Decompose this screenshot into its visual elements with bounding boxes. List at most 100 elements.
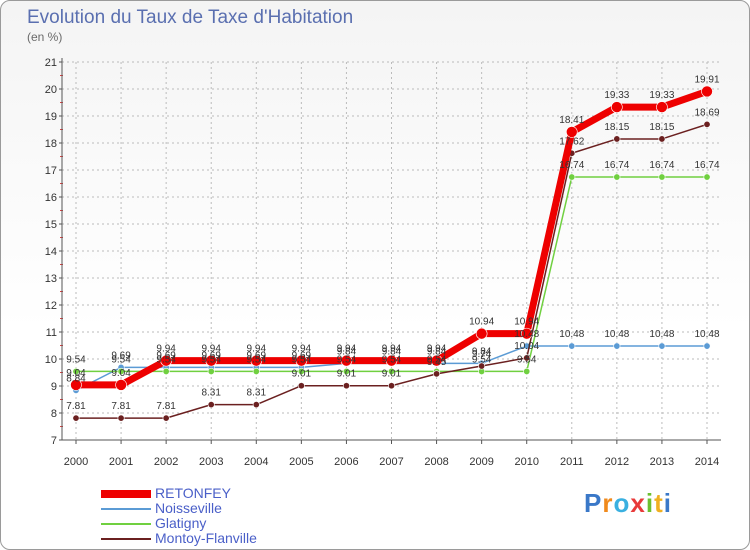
y-tick-label: 7 xyxy=(51,435,57,447)
data-point-glatigny xyxy=(252,367,260,375)
data-point-glatigny xyxy=(568,173,576,181)
data-label-glatigny: 16.74 xyxy=(694,160,719,171)
y-tick-label: 16 xyxy=(45,192,57,204)
x-tick-label: 2012 xyxy=(605,456,629,468)
data-label-glatigny: 9.54 xyxy=(337,354,357,365)
legend-swatch-retonfey xyxy=(101,490,151,498)
data-label-glatigny: 9.54 xyxy=(111,354,131,365)
data-point-glatigny xyxy=(297,367,305,375)
data-label-noisseville: 9.84 xyxy=(382,346,402,357)
y-tick-label: 13 xyxy=(45,273,57,285)
legend-label-montoy-flanville: Montoy-Flanville xyxy=(155,530,257,546)
data-label-montoy-flanville: 9.45 xyxy=(427,357,447,368)
data-point-retonfey xyxy=(565,126,578,138)
data-point-glatigny xyxy=(387,367,395,375)
data-point-montoy-flanville xyxy=(252,401,260,409)
data-point-retonfey xyxy=(160,354,172,367)
chart-title: Evolution du Taux de Taxe d'Habitation xyxy=(27,7,354,28)
data-point-retonfey xyxy=(340,354,353,367)
y-tick-label: 20 xyxy=(45,84,57,96)
data-label-retonfey: 9.94 xyxy=(337,344,357,355)
data-point-retonfey xyxy=(701,85,713,98)
data-point-glatigny xyxy=(207,367,215,375)
y-tick-label: 21 xyxy=(45,57,57,69)
data-label-retonfey: 9.94 xyxy=(201,344,221,355)
data-point-montoy-flanville xyxy=(297,382,305,390)
data-point-montoy-flanville xyxy=(117,414,125,422)
data-point-noisseville xyxy=(658,342,666,350)
data-label-glatigny: 9.54 xyxy=(382,354,402,365)
y-tick-label: 17 xyxy=(45,165,57,177)
data-point-retonfey xyxy=(250,354,263,367)
x-tick-label: 2001 xyxy=(109,456,133,468)
y-tick-label: 12 xyxy=(45,300,57,312)
data-label-noisseville: 8.84 xyxy=(66,373,86,384)
data-label-retonfey: 9.94 xyxy=(427,344,447,355)
data-point-glatigny xyxy=(613,173,621,181)
data-label-retonfey: 9.94 xyxy=(292,344,312,355)
data-point-retonfey xyxy=(520,327,533,340)
data-label-montoy-flanville: 18.69 xyxy=(694,107,719,118)
data-label-retonfey: 18.41 xyxy=(559,115,584,126)
legend-item-noisseville: Noisseville xyxy=(101,500,301,516)
data-point-retonfey xyxy=(70,379,82,391)
data-label-noisseville: 10.48 xyxy=(604,329,629,340)
x-tick-label: 2007 xyxy=(379,456,403,468)
data-label-glatigny: 16.74 xyxy=(649,160,674,171)
data-label-retonfey: 9.04 xyxy=(111,368,131,379)
data-point-glatigny xyxy=(72,367,80,375)
data-label-retonfey: 9.94 xyxy=(382,344,402,355)
legend-item-retonfey: RETONFEY xyxy=(101,485,301,501)
y-tick-label: 14 xyxy=(45,246,57,258)
chart-legend: RETONFEY Noisseville Glatigny Montoy-Fla… xyxy=(101,485,301,546)
x-tick-label: 2002 xyxy=(154,456,178,468)
data-label-noisseville: 9.69 xyxy=(247,350,267,361)
data-label-retonfey: 19.91 xyxy=(694,74,719,85)
data-point-glatigny xyxy=(117,367,125,375)
data-point-montoy-flanville xyxy=(658,135,666,143)
x-tick-label: 2005 xyxy=(289,456,313,468)
data-point-retonfey xyxy=(611,101,623,113)
data-label-glatigny: 16.74 xyxy=(559,160,584,171)
data-point-retonfey xyxy=(115,379,127,391)
data-label-noisseville: 9.84 xyxy=(337,346,357,357)
data-label-glatigny: 9.54 xyxy=(66,354,86,365)
data-point-montoy-flanville xyxy=(342,382,350,390)
data-label-noisseville: 9.69 xyxy=(111,350,131,361)
data-label-montoy-flanville: 9.01 xyxy=(337,369,357,380)
legend-label-noisseville: Noisseville xyxy=(155,500,222,516)
data-label-montoy-flanville: 7.81 xyxy=(66,401,86,412)
data-point-noisseville xyxy=(703,342,711,350)
data-point-glatigny xyxy=(523,367,531,375)
data-point-montoy-flanville xyxy=(387,382,395,390)
data-label-montoy-flanville: 9.01 xyxy=(382,369,402,380)
legend-item-montoy-flanville: Montoy-Flanville xyxy=(101,530,301,546)
data-point-retonfey xyxy=(295,354,308,367)
data-point-glatigny xyxy=(658,173,666,181)
data-label-montoy-flanville: 7.81 xyxy=(156,401,176,412)
data-point-montoy-flanville xyxy=(72,414,80,422)
data-label-montoy-flanville: 8.31 xyxy=(247,388,267,399)
legend-item-glatigny: Glatigny xyxy=(101,515,301,531)
data-label-montoy-flanville: 18.15 xyxy=(649,122,674,133)
x-tick-label: 2003 xyxy=(199,456,223,468)
data-label-montoy-flanville: 17.62 xyxy=(559,136,584,147)
data-label-montoy-flanville: 18.15 xyxy=(604,122,629,133)
data-point-retonfey xyxy=(430,354,443,367)
data-point-noisseville xyxy=(613,342,621,350)
x-tick-label: 2010 xyxy=(514,456,538,468)
legend-swatch-noisseville xyxy=(101,508,151,510)
data-label-glatigny: 9.54 xyxy=(201,354,221,365)
data-point-retonfey xyxy=(205,354,218,367)
data-point-retonfey xyxy=(656,101,668,113)
data-label-retonfey: 9.94 xyxy=(156,344,176,355)
data-point-glatigny xyxy=(342,367,350,375)
data-label-glatigny: 9.54 xyxy=(292,354,312,365)
legend-label-glatigny: Glatigny xyxy=(155,515,207,531)
data-point-noisseville xyxy=(568,342,576,350)
data-point-montoy-flanville xyxy=(433,370,441,378)
data-point-montoy-flanville xyxy=(207,401,215,409)
chart-unit-label: (en %) xyxy=(27,30,63,44)
data-point-retonfey xyxy=(475,327,488,340)
data-label-glatigny: 9.54 xyxy=(247,354,267,365)
